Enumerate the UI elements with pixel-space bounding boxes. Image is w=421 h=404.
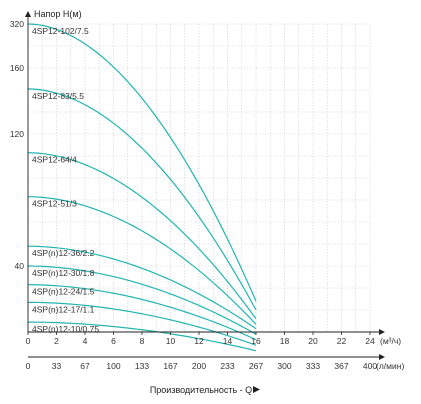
x-axis-arrow-icon [379, 329, 385, 335]
x2-tick-label: 367 [334, 361, 348, 371]
curve-7 [27, 284, 257, 341]
curve-9 [27, 321, 257, 352]
x2-tick-label: 100 [106, 361, 120, 371]
curve-2 [27, 88, 257, 311]
x2-axis-arrow-icon [379, 354, 385, 360]
x-unit-label: (м³/ч) [380, 336, 401, 346]
y-tick-label: 160 [10, 63, 24, 73]
curve-label-9: 4SP(n)12-10/0.75 [32, 324, 99, 334]
x2-tick-label: 233 [220, 361, 234, 371]
x-tick-label: 24 [365, 336, 375, 346]
x-tick-label: 14 [223, 336, 233, 346]
curve-6 [27, 265, 257, 335]
x-tick-label: 8 [140, 336, 145, 346]
curve-4 [27, 196, 257, 325]
curve-label-7: 4SP(n)12-24/1.5 [32, 287, 95, 297]
x-tick-label: 12 [194, 336, 204, 346]
x-tick-label: 6 [111, 336, 116, 346]
x-tick-label: 2 [54, 336, 59, 346]
x2-tick-label: 33 [52, 361, 62, 371]
x-tick-label: 10 [166, 336, 176, 346]
x-tick-label: 20 [308, 336, 318, 346]
x-tick-label: 0 [26, 336, 31, 346]
x2-tick-label: 0 [26, 361, 31, 371]
curve-label-8: 4SP(n)12-17/1.1 [32, 304, 95, 314]
y-tick-label: 120 [10, 129, 24, 139]
x2-tick-label: 200 [192, 361, 206, 371]
curve-1 [27, 23, 257, 302]
x-tick-label: 22 [337, 336, 347, 346]
y-axis-arrow-icon [25, 11, 31, 17]
curve-8 [27, 301, 257, 346]
x2-tick-label: 67 [80, 361, 90, 371]
x-tick-label: 16 [251, 336, 261, 346]
y-tick-label: 320 [10, 19, 24, 29]
x2-tick-label: 300 [277, 361, 291, 371]
x2-tick-label: 167 [163, 361, 177, 371]
curve-label-1: 4SP12-102/7.5 [32, 26, 89, 36]
curve-5 [27, 245, 257, 330]
curve-label-6: 4SP(n)12-30/1.8 [32, 268, 95, 278]
labels: 4SP12-102/7.5 4SP12-83/5.5 4SP12-64/4 4SP12… [10, 9, 405, 395]
x-axis-title-arrow-icon [253, 386, 260, 393]
curve-label-2: 4SP12-83/5.5 [32, 91, 84, 101]
x2-unit-label: (л/мин) [376, 361, 404, 371]
x2-tick-label: 333 [306, 361, 320, 371]
pump-curves [27, 23, 257, 352]
x2-tick-label: 400 [363, 361, 377, 371]
curve-label-4: 4SP12-51/3 [32, 199, 77, 209]
axes [25, 11, 385, 360]
x-tick-label: 18 [280, 336, 290, 346]
y-axis-title: Напор Н(м) [34, 9, 82, 19]
grid [27, 23, 371, 333]
x2-tick-label: 267 [249, 361, 263, 371]
y-tick-label: 40 [15, 261, 25, 271]
curve-label-5: 4SP(n)12-36/2.2 [32, 248, 95, 258]
x2-tick-label: 133 [135, 361, 149, 371]
curve-3 [27, 152, 257, 320]
x-axis-title: Производительность - Q [150, 385, 252, 395]
curve-label-3: 4SP12-64/4 [32, 155, 77, 165]
x-tick-label: 4 [83, 336, 88, 346]
